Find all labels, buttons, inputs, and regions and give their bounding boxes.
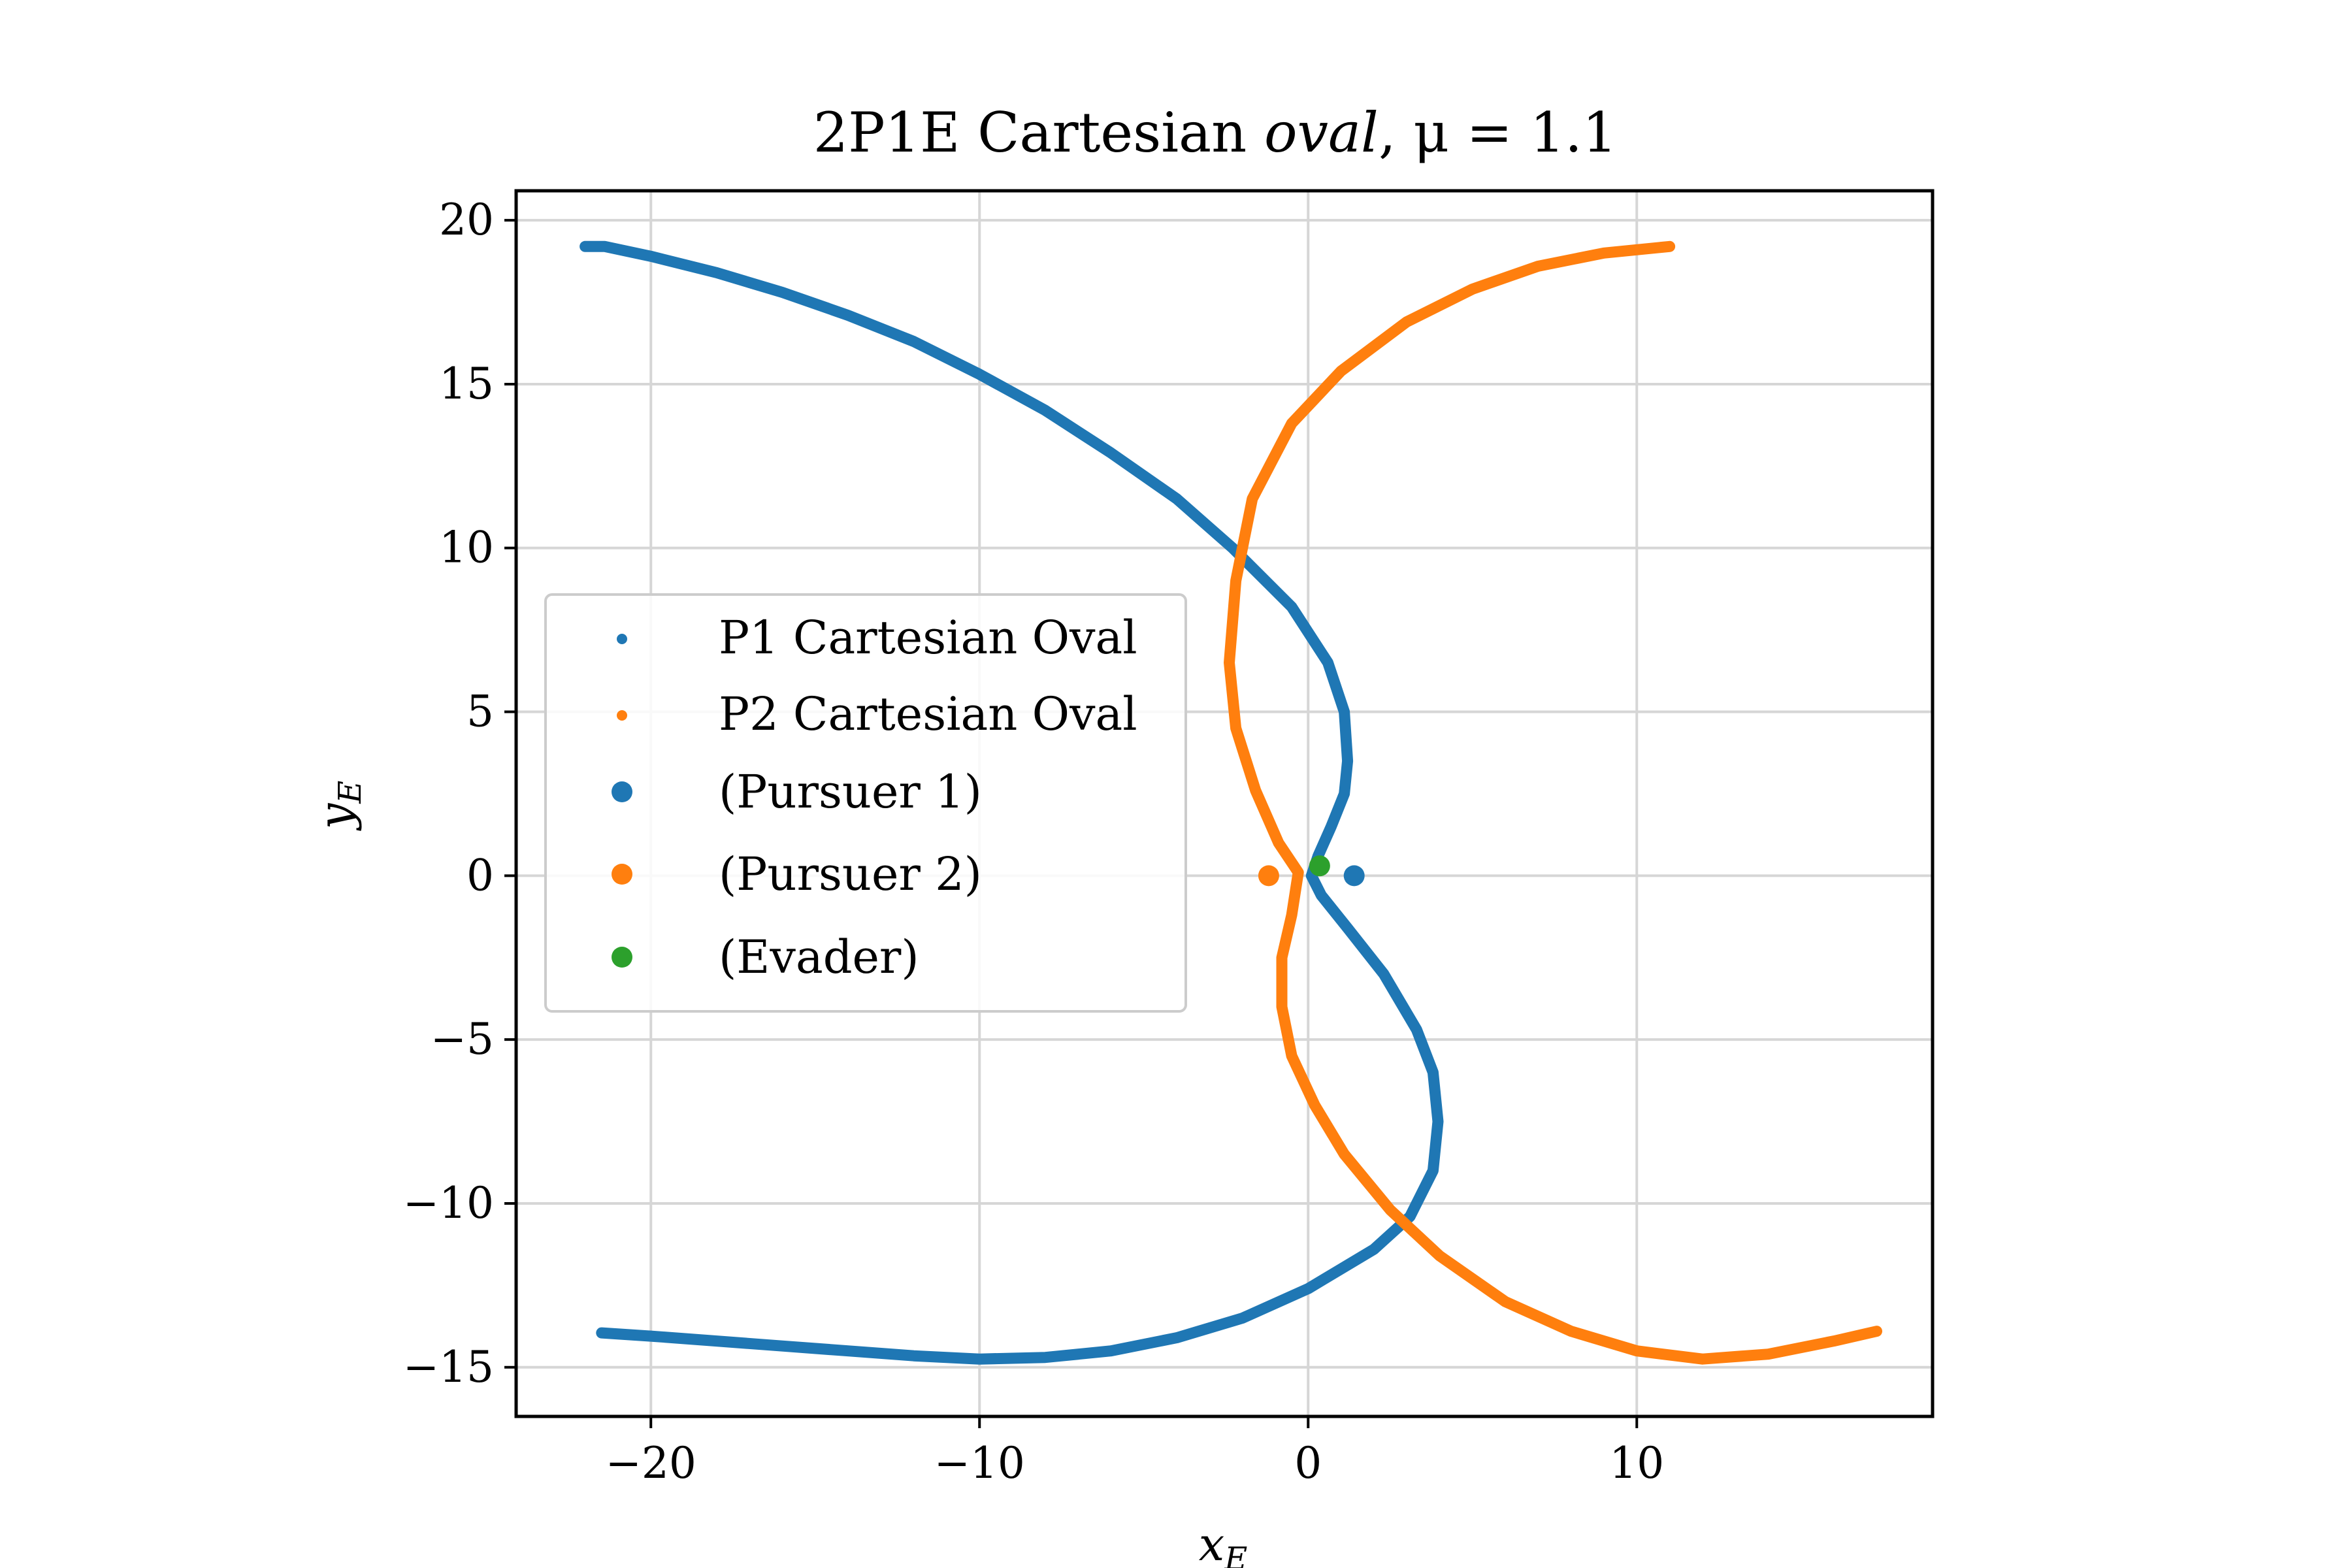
legend-label-p1-oval: P1 Cartesian Oval xyxy=(719,611,1137,664)
legend-label-pursuer-2: (Pursuer 2) xyxy=(719,847,982,901)
y-tick-label: 0 xyxy=(466,850,494,900)
marker-pursuer-2 xyxy=(1258,865,1279,887)
y-tick-label: 5 xyxy=(466,687,494,737)
y-tick-label: 15 xyxy=(439,359,494,409)
y-tick-label: −15 xyxy=(403,1342,494,1392)
marker-evader xyxy=(1309,855,1330,877)
legend-marker-pursuer-2 xyxy=(612,864,632,885)
plot-area xyxy=(580,240,1882,1365)
legend-box xyxy=(544,593,1187,1013)
axes-frame xyxy=(514,189,1935,1418)
x-tick-label: −20 xyxy=(606,1438,696,1488)
chart-title: 2P1E Cartesian oval, μ = 1.1 xyxy=(813,101,1618,165)
y-tick-label: 10 xyxy=(439,523,494,573)
axes-ticks: −20 −10 0 10 −15 −10 −5 0 5 10 15 20 xyxy=(403,195,1665,1488)
x-axis-label: xE xyxy=(1199,1518,1248,1568)
legend-label-evader: (Evader) xyxy=(719,930,919,984)
series-curve-p1-oval xyxy=(580,240,1444,1365)
x-tick-label: 10 xyxy=(1609,1438,1664,1488)
legend-marker-evader xyxy=(612,947,632,968)
legend-marker-p2-oval xyxy=(617,710,627,721)
legend: P1 Cartesian Oval P2 Cartesian Oval (Pur… xyxy=(544,593,1187,1013)
x-tick-label: 0 xyxy=(1294,1438,1322,1488)
y-axis-label: yE xyxy=(309,781,368,832)
legend-marker-pursuer-1 xyxy=(612,781,632,802)
y-tick-label: −10 xyxy=(403,1178,494,1228)
legend-label-p2-oval: P2 Cartesian Oval xyxy=(719,687,1137,741)
y-tick-label: −5 xyxy=(431,1014,494,1064)
x-tick-label: −10 xyxy=(934,1438,1025,1488)
y-tick-label: 20 xyxy=(439,195,494,245)
legend-label-pursuer-1: (Pursuer 1) xyxy=(719,765,982,819)
series-curve-p2-oval xyxy=(1224,240,1882,1365)
marker-pursuer-1 xyxy=(1343,865,1365,887)
legend-marker-p1-oval xyxy=(617,634,627,644)
